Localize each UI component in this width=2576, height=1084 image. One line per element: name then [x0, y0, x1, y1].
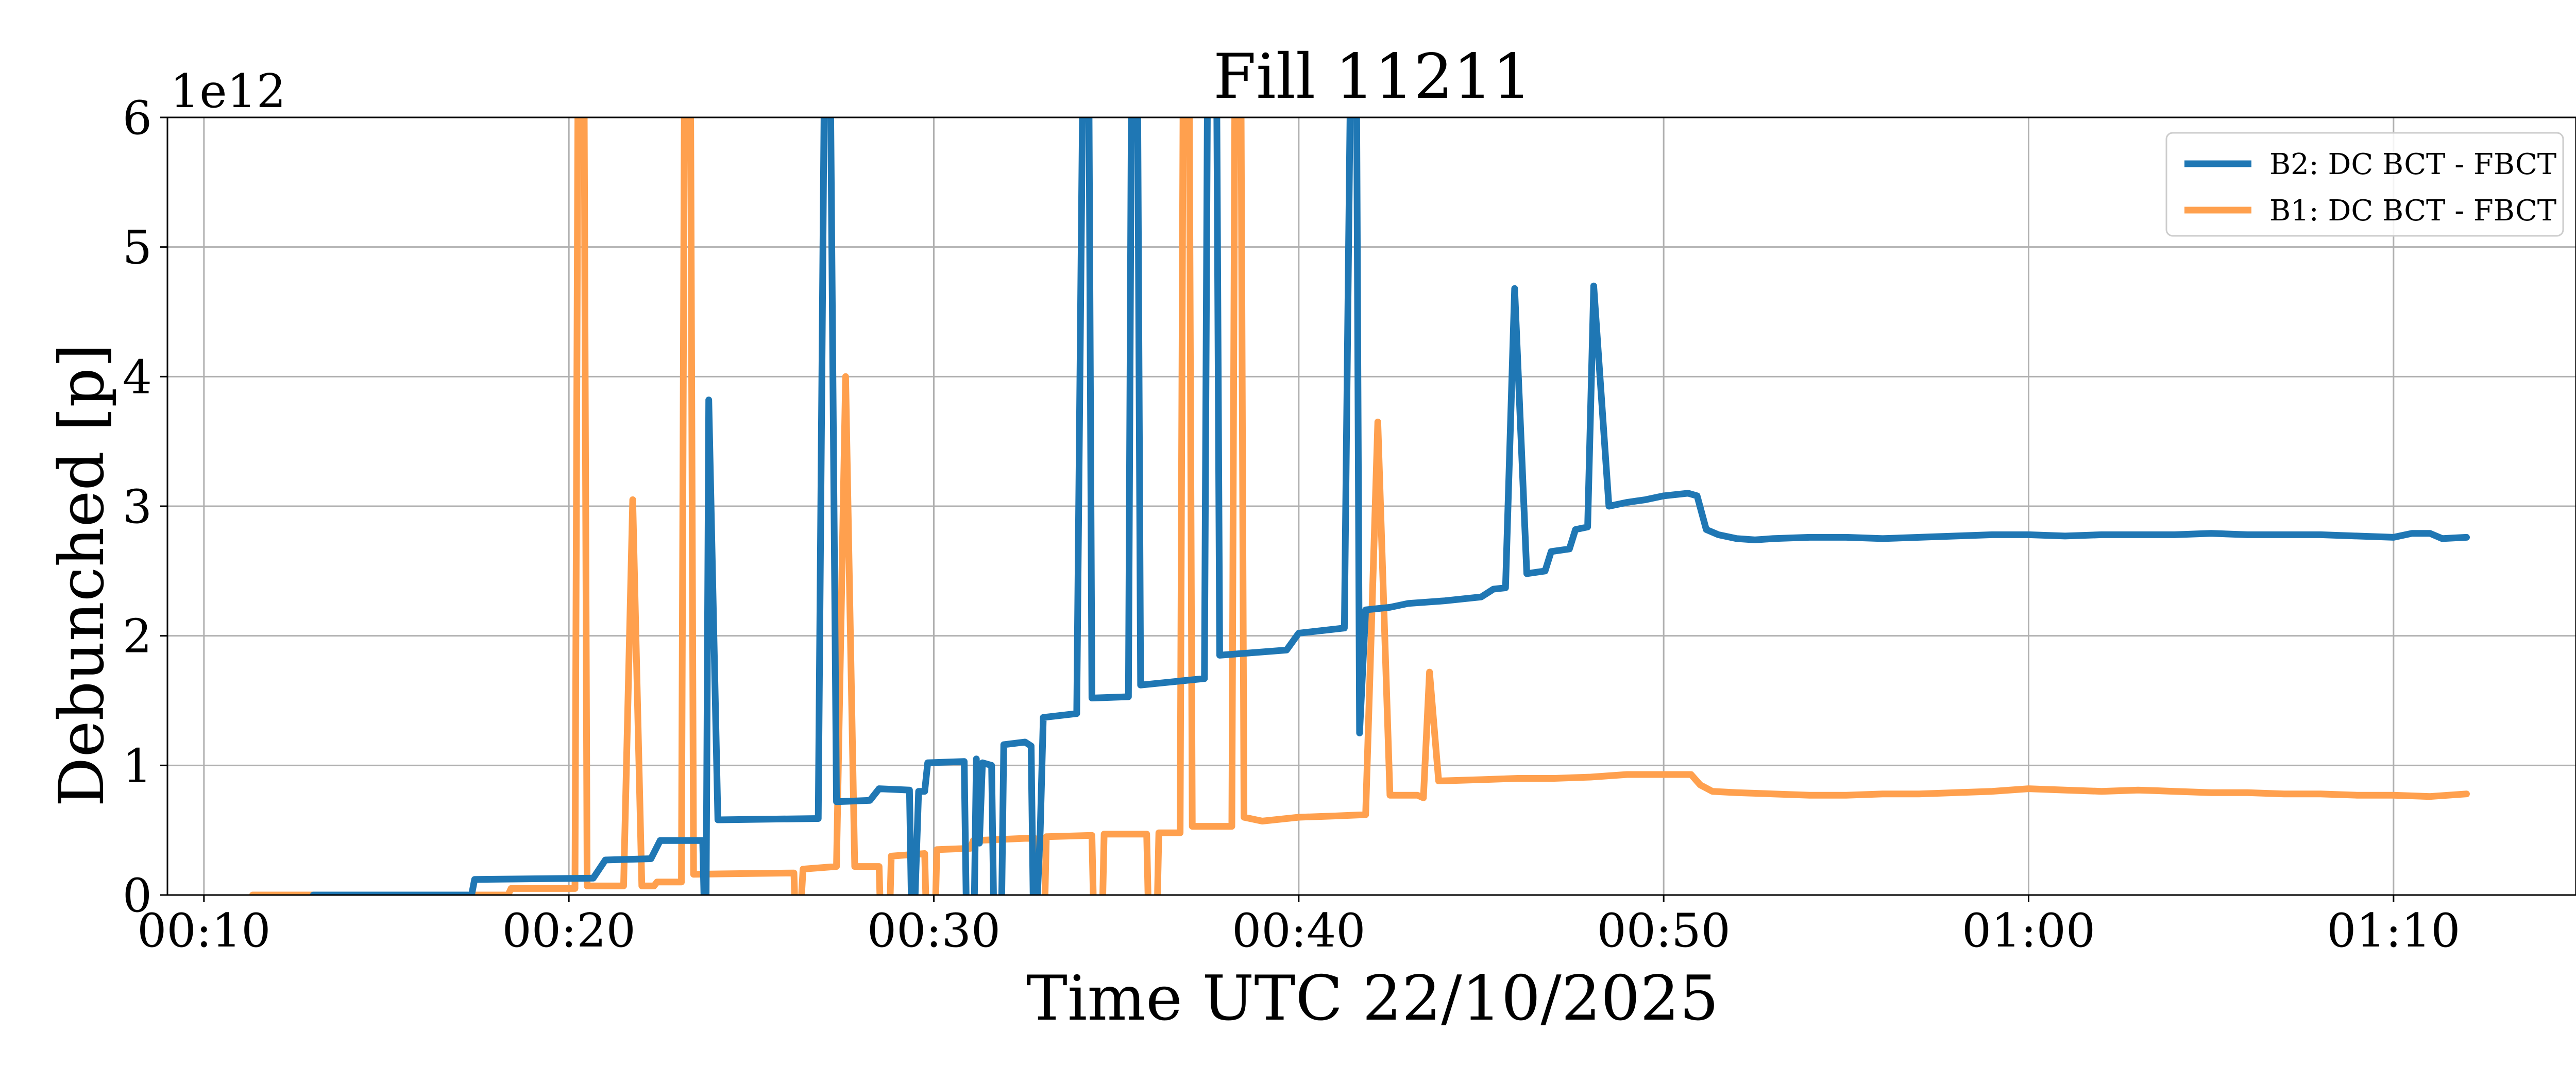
y-scale-label: 1e12 — [170, 64, 286, 118]
x-tick-label: 01:00 — [1962, 904, 2095, 958]
chart-title: Fill 11211 — [1213, 41, 1532, 113]
x-tick-label: 00:50 — [1597, 904, 1730, 958]
legend-label: B1: DC BCT - FBCT — [2269, 194, 2556, 228]
x-tick-label: 00:40 — [1232, 904, 1365, 958]
y-axis-label: Debunched [p] — [46, 343, 118, 807]
series-line-2 — [249, 117, 2470, 895]
y-tick-label: 3 — [123, 480, 152, 534]
y-tick-label: 4 — [123, 350, 152, 404]
series-lines — [249, 117, 2470, 895]
x-tick-label: 00:30 — [867, 904, 1001, 958]
y-tick-label: 5 — [123, 221, 152, 275]
y-tick-label: 0 — [123, 869, 152, 923]
y-tick-label: 1 — [123, 739, 152, 793]
y-tick-label: 2 — [123, 610, 152, 664]
legend-box — [2165, 132, 2564, 237]
plot-frame — [166, 116, 2576, 896]
x-tick-label: 01:10 — [2327, 904, 2460, 958]
legend: B2: DC BCT - FBCT B1: DC BCT - FBCT — [2165, 132, 2564, 237]
series-line-1 — [310, 117, 2470, 895]
y-tick-label: 6 — [123, 91, 152, 145]
x-tick-label: 00:10 — [137, 904, 270, 958]
x-tick-label: 00:20 — [502, 904, 635, 958]
x-axis-label: Time UTC 22/10/2025 — [1026, 963, 1719, 1035]
legend-label: B2: DC BCT - FBCT — [2269, 148, 2556, 181]
axis-ticks: 00:10 00:20 00:30 00:40 00:50 01:00 01:10 0 1 2 3 4… — [123, 91, 2461, 958]
